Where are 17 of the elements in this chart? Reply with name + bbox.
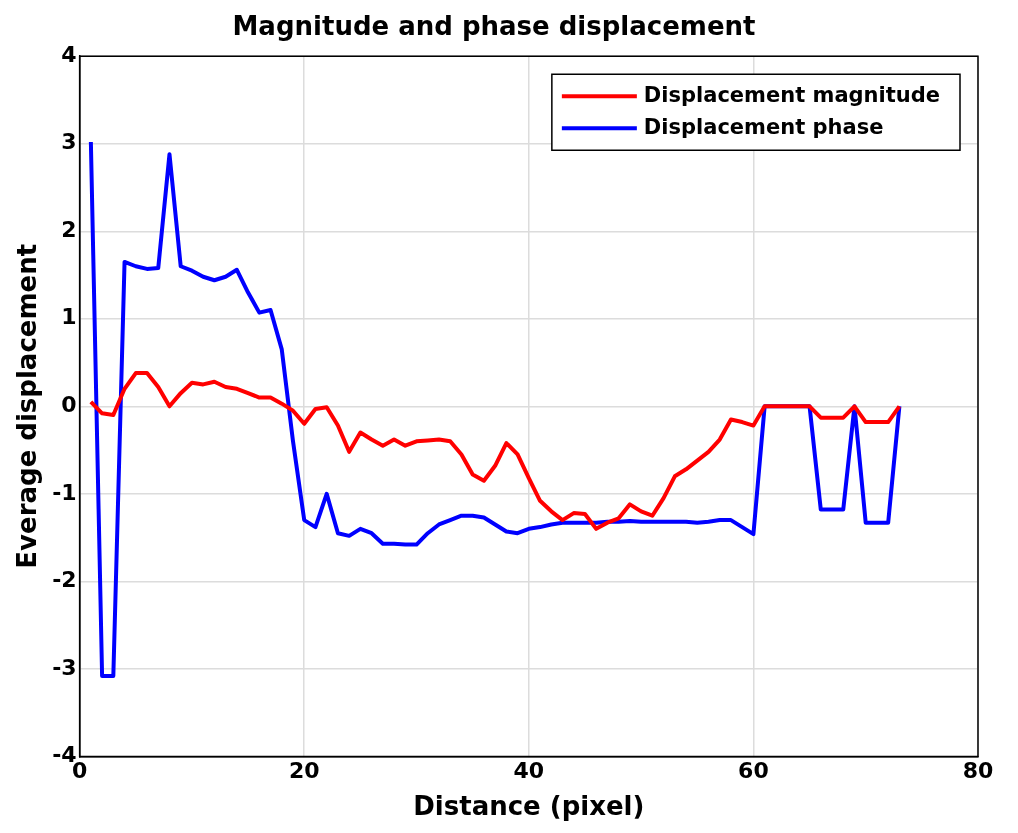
- y-tick-label: -1: [52, 479, 77, 505]
- x-tick-label: 60: [738, 758, 769, 784]
- x-axis-title: Distance (pixel): [413, 791, 645, 822]
- y-tick-label: -2: [52, 567, 77, 593]
- y-tick-label: 2: [61, 216, 77, 242]
- y-tick-label: -3: [52, 654, 77, 680]
- x-tick-label: 80: [962, 758, 994, 784]
- chart-title: Magnitude and phase displacement: [232, 11, 756, 42]
- legend-label: Displacement magnitude: [643, 82, 941, 107]
- y-tick-label: 3: [61, 129, 77, 155]
- y-tick-label: 0: [61, 392, 77, 418]
- x-tick-label: 40: [513, 758, 545, 784]
- y-tick-label: 4: [61, 41, 77, 67]
- legend-label: Displacement phase: [643, 114, 884, 139]
- y-axis-title: Everage displacement: [12, 243, 43, 569]
- y-tick-label: 1: [61, 304, 77, 330]
- x-tick-label: 20: [288, 758, 320, 784]
